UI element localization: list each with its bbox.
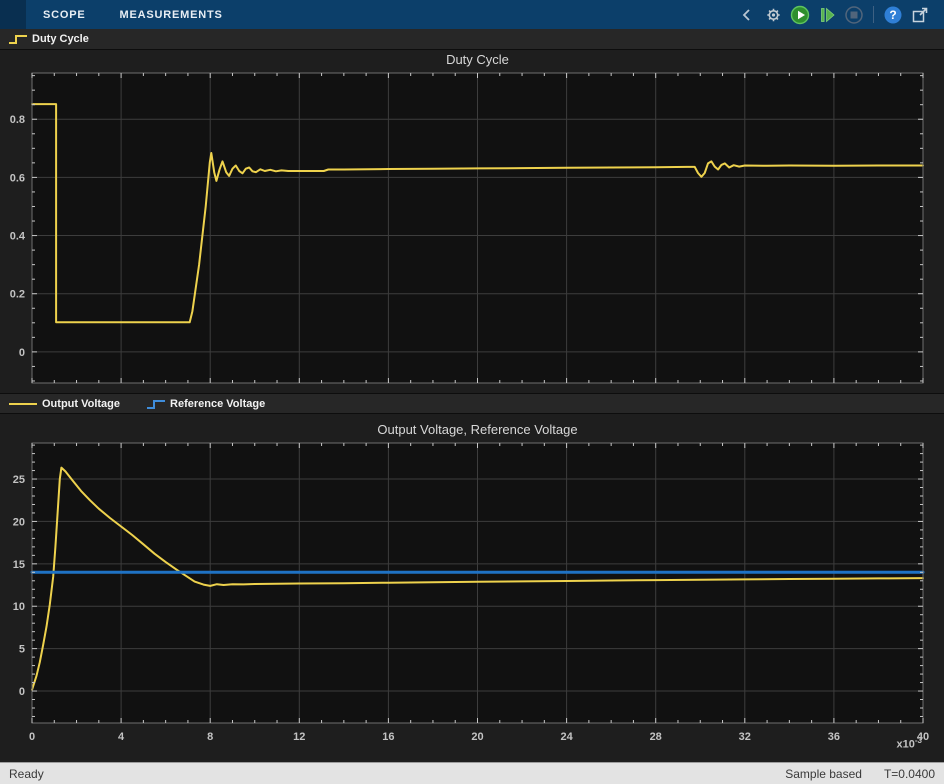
status-bar: Ready Sample based T=0.0400 bbox=[0, 762, 944, 784]
quick-access-toolbar: ? bbox=[734, 0, 944, 29]
output-voltage-chart-area: 0 5 10 15 20 25 0 4 8 12 16 20 24 28 32 36 40 Output Volt… bbox=[0, 414, 944, 760]
status-sample-mode: Sample based bbox=[785, 766, 862, 781]
status-sim-time: T=0.0400 bbox=[883, 766, 935, 781]
svg-text:32: 32 bbox=[739, 731, 751, 743]
collapse-chevron-icon[interactable] bbox=[734, 3, 758, 27]
reference-voltage-legend-item[interactable]: Reference Voltage bbox=[146, 397, 265, 411]
svg-text:40: 40 bbox=[917, 731, 929, 743]
svg-text:0: 0 bbox=[19, 686, 25, 698]
help-icon[interactable]: ? bbox=[881, 3, 905, 27]
x-axis-exponent: x10-3 bbox=[896, 736, 922, 751]
svg-text:0.4: 0.4 bbox=[10, 231, 26, 243]
step-glyph-icon bbox=[147, 399, 166, 409]
legend-bar-top: Duty Cycle bbox=[0, 29, 944, 50]
svg-text:0.6: 0.6 bbox=[10, 172, 25, 184]
settings-gear-icon[interactable] bbox=[761, 3, 785, 27]
app-corner bbox=[0, 0, 26, 29]
svg-text:25: 25 bbox=[13, 474, 25, 486]
svg-text:15: 15 bbox=[13, 559, 25, 571]
line-glyph-icon bbox=[9, 402, 37, 405]
legend-bar-bottom: Output Voltage Reference Voltage bbox=[0, 393, 944, 414]
step-glyph-icon bbox=[9, 35, 27, 44]
svg-text:36: 36 bbox=[828, 731, 840, 743]
legend-label: Output Voltage bbox=[42, 397, 121, 410]
svg-text:24: 24 bbox=[560, 731, 573, 743]
svg-text:5: 5 bbox=[19, 644, 25, 656]
svg-text:20: 20 bbox=[13, 516, 25, 528]
svg-text:0: 0 bbox=[29, 731, 35, 743]
svg-text:0: 0 bbox=[19, 347, 25, 359]
toolstrip: SCOPE MEASUREMENTS bbox=[0, 0, 944, 29]
svg-text:Output Voltage, Reference Volt: Output Voltage, Reference Voltage bbox=[377, 422, 577, 437]
svg-text:Duty Cycle: Duty Cycle bbox=[446, 52, 509, 67]
svg-text:28: 28 bbox=[650, 731, 662, 743]
svg-text:10: 10 bbox=[13, 601, 25, 613]
svg-text:8: 8 bbox=[207, 731, 213, 743]
duty-cycle-chart-area: 0 0.2 0.4 0.6 0.8 Duty Cycle bbox=[0, 50, 944, 393]
output-voltage-chart[interactable]: 0 5 10 15 20 25 0 4 8 12 16 20 24 28 32 36 40 Output Volt… bbox=[0, 414, 944, 760]
step-forward-icon[interactable] bbox=[815, 3, 839, 27]
svg-text:4: 4 bbox=[118, 731, 125, 743]
svg-text:12: 12 bbox=[293, 731, 305, 743]
duty-cycle-chart[interactable]: 0 0.2 0.4 0.6 0.8 Duty Cycle bbox=[0, 50, 944, 393]
stop-icon[interactable] bbox=[842, 3, 866, 27]
svg-text:0.2: 0.2 bbox=[10, 289, 25, 301]
toolbar-separator bbox=[873, 6, 874, 23]
legend-label: Duty Cycle bbox=[32, 33, 89, 45]
svg-text:?: ? bbox=[889, 8, 896, 22]
tab-measurements[interactable]: MEASUREMENTS bbox=[103, 0, 240, 29]
status-ready: Ready bbox=[9, 766, 44, 781]
tab-scope-label: SCOPE bbox=[43, 8, 86, 21]
output-voltage-legend-item[interactable]: Output Voltage bbox=[8, 397, 120, 411]
svg-text:0.8: 0.8 bbox=[10, 114, 25, 126]
svg-text:16: 16 bbox=[382, 731, 394, 743]
duty-cycle-legend-item[interactable]: Duty Cycle bbox=[8, 32, 89, 46]
svg-text:20: 20 bbox=[471, 731, 483, 743]
run-icon[interactable] bbox=[788, 3, 812, 27]
tab-scope[interactable]: SCOPE bbox=[26, 0, 103, 29]
popout-icon[interactable] bbox=[908, 3, 932, 27]
legend-label: Reference Voltage bbox=[170, 397, 266, 410]
tab-measurements-label: MEASUREMENTS bbox=[119, 8, 223, 21]
